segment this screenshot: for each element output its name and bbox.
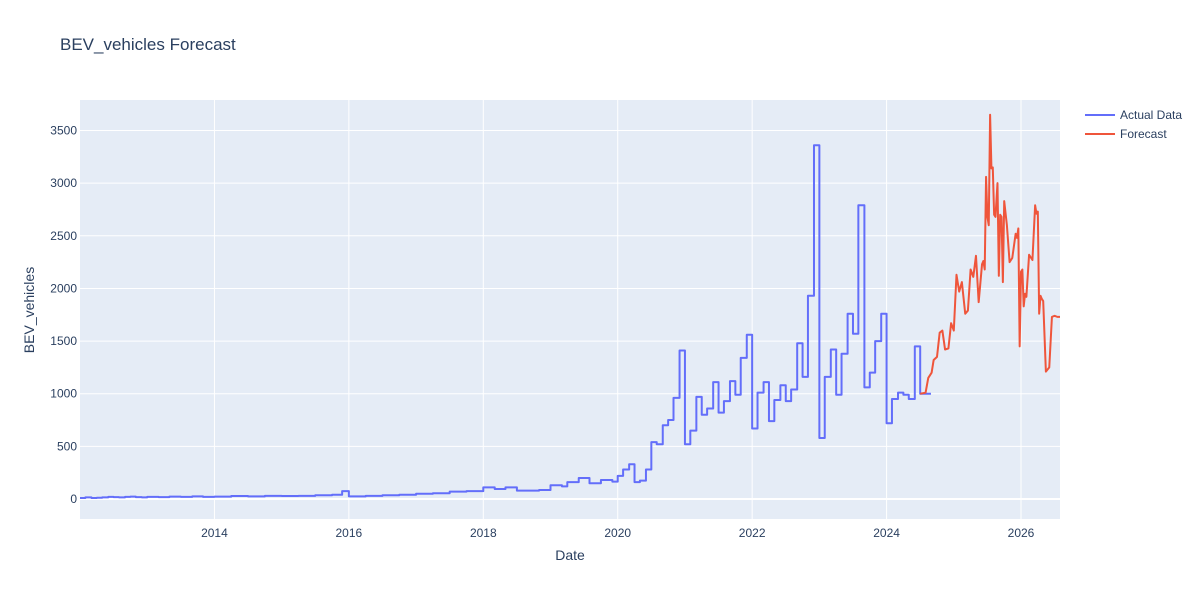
y-tick-label: 3000 [50,176,77,190]
legend: Actual Data Forecast [1085,108,1182,141]
y-tick-label: 1000 [50,387,77,401]
y-axis-ticks: 0 500 1000 1500 2000 2500 3000 3500 [50,124,77,506]
y-axis-title: BEV_vehicles [21,267,37,353]
y-tick-label: 2000 [50,281,77,295]
x-tick-label: 2022 [739,526,766,540]
y-tick-label: 2500 [50,229,77,243]
legend-actual-label[interactable]: Actual Data [1120,108,1182,122]
y-tick-label: 500 [57,439,77,453]
x-tick-label: 2024 [873,526,900,540]
x-tick-label: 2020 [604,526,631,540]
x-tick-label: 2018 [470,526,497,540]
chart-title: BEV_vehicles Forecast [60,35,236,54]
x-axis-ticks: 2014 2016 2018 2020 2022 2024 2026 [201,526,1035,540]
y-tick-label: 0 [70,492,77,506]
plot-area [80,100,1060,519]
x-tick-label: 2016 [336,526,363,540]
y-tick-label: 1500 [50,334,77,348]
y-tick-label: 3500 [50,124,77,138]
legend-forecast-label[interactable]: Forecast [1120,127,1167,141]
x-tick-label: 2026 [1008,526,1035,540]
x-axis-title: Date [555,547,585,563]
x-tick-label: 2014 [201,526,228,540]
